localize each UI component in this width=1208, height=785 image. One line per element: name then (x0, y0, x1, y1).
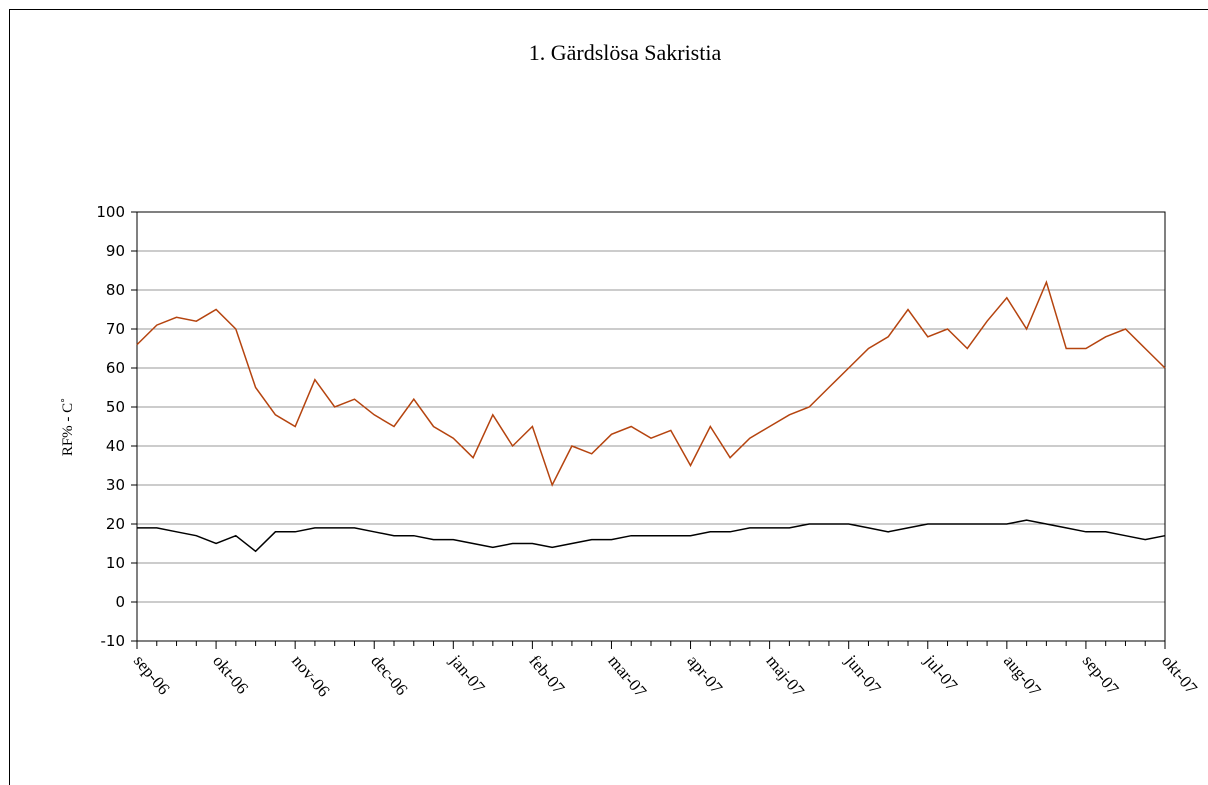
x-tick-label: jan-07 (446, 651, 489, 698)
chart-title: 1. Gärdslösa Sakristia (529, 40, 722, 65)
plot-area (136, 211, 1166, 642)
y-tick-label: -10 (101, 632, 126, 650)
x-tick-label: jul-07 (920, 651, 962, 695)
y-tick-label: 30 (106, 476, 125, 494)
y-tick-label: 100 (96, 203, 125, 221)
x-tick-label: dec-06 (367, 651, 411, 699)
x-tick-label: sep-07 (1079, 651, 1123, 698)
chart-frame (9, 9, 1208, 785)
x-tick-label: jun-07 (841, 651, 885, 698)
y-tick-label: 90 (106, 242, 125, 260)
x-tick-label: nov-06 (288, 651, 334, 700)
x-tick-label: apr-07 (683, 651, 726, 697)
y-tick-label: 0 (115, 593, 125, 611)
x-tick-label: okt-07 (1158, 651, 1201, 698)
x-tick-label: sep-06 (130, 651, 174, 698)
x-tick-label: maj-07 (763, 651, 809, 700)
x-tick-label: mar-07 (604, 651, 650, 701)
series-line (137, 519, 1166, 553)
series-line (136, 279, 1166, 487)
x-tick-label: okt-06 (209, 651, 252, 697)
y-tick-label: 80 (106, 281, 125, 299)
y-tick-label: 60 (106, 359, 125, 377)
x-tick-label: aug-07 (1000, 651, 1045, 700)
y-tick-label: 70 (106, 320, 125, 338)
y-tick-label: 10 (106, 554, 125, 572)
x-tick-label: feb-07 (525, 651, 568, 698)
y-tick-label: 20 (106, 515, 125, 533)
y-axis-label: RF% - C˚ (60, 398, 76, 456)
y-tick-label: 40 (106, 437, 125, 455)
y-tick-label: 50 (106, 398, 125, 416)
